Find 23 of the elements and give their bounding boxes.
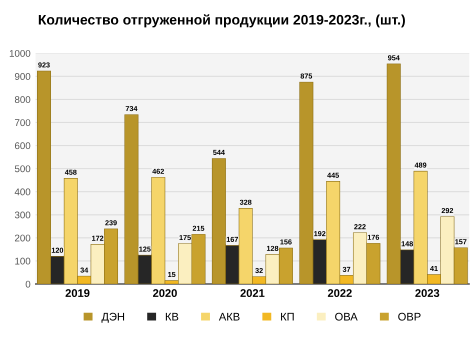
legend-label: ОВА <box>335 312 358 321</box>
y-tick-label: 700 <box>14 119 30 126</box>
x-tick-label: 2019 <box>66 289 90 298</box>
y-tick-label: 600 <box>14 142 30 150</box>
y-tick-label: 500 <box>14 165 30 172</box>
y-tick-label: 800 <box>14 96 30 104</box>
legend-label: КП <box>281 312 294 321</box>
x-tick-label: 2021 <box>240 289 264 298</box>
legend-label: ОВР <box>398 312 421 321</box>
x-tick-label: 2020 <box>152 289 177 298</box>
y-tick-label: 400 <box>14 188 30 196</box>
y-tick-label: 200 <box>14 234 30 242</box>
legend-label: ДЭН <box>102 312 124 323</box>
y-tick-label: 100 <box>15 258 30 265</box>
y-tick-label: 300 <box>14 212 30 218</box>
y-tick-label: 900 <box>14 73 30 80</box>
y-tick-label: 0 <box>26 280 30 288</box>
y-tick-label: 1000 <box>10 50 30 57</box>
x-tick-label: 2022 <box>328 289 352 298</box>
chart-title: Количество отгруженной продукции 2019-2023г., (шт.) <box>38 14 405 28</box>
legend-label: КВ <box>166 312 178 321</box>
x-tick-label: 2023 <box>415 289 440 298</box>
legend-label: АКВ <box>218 312 240 321</box>
